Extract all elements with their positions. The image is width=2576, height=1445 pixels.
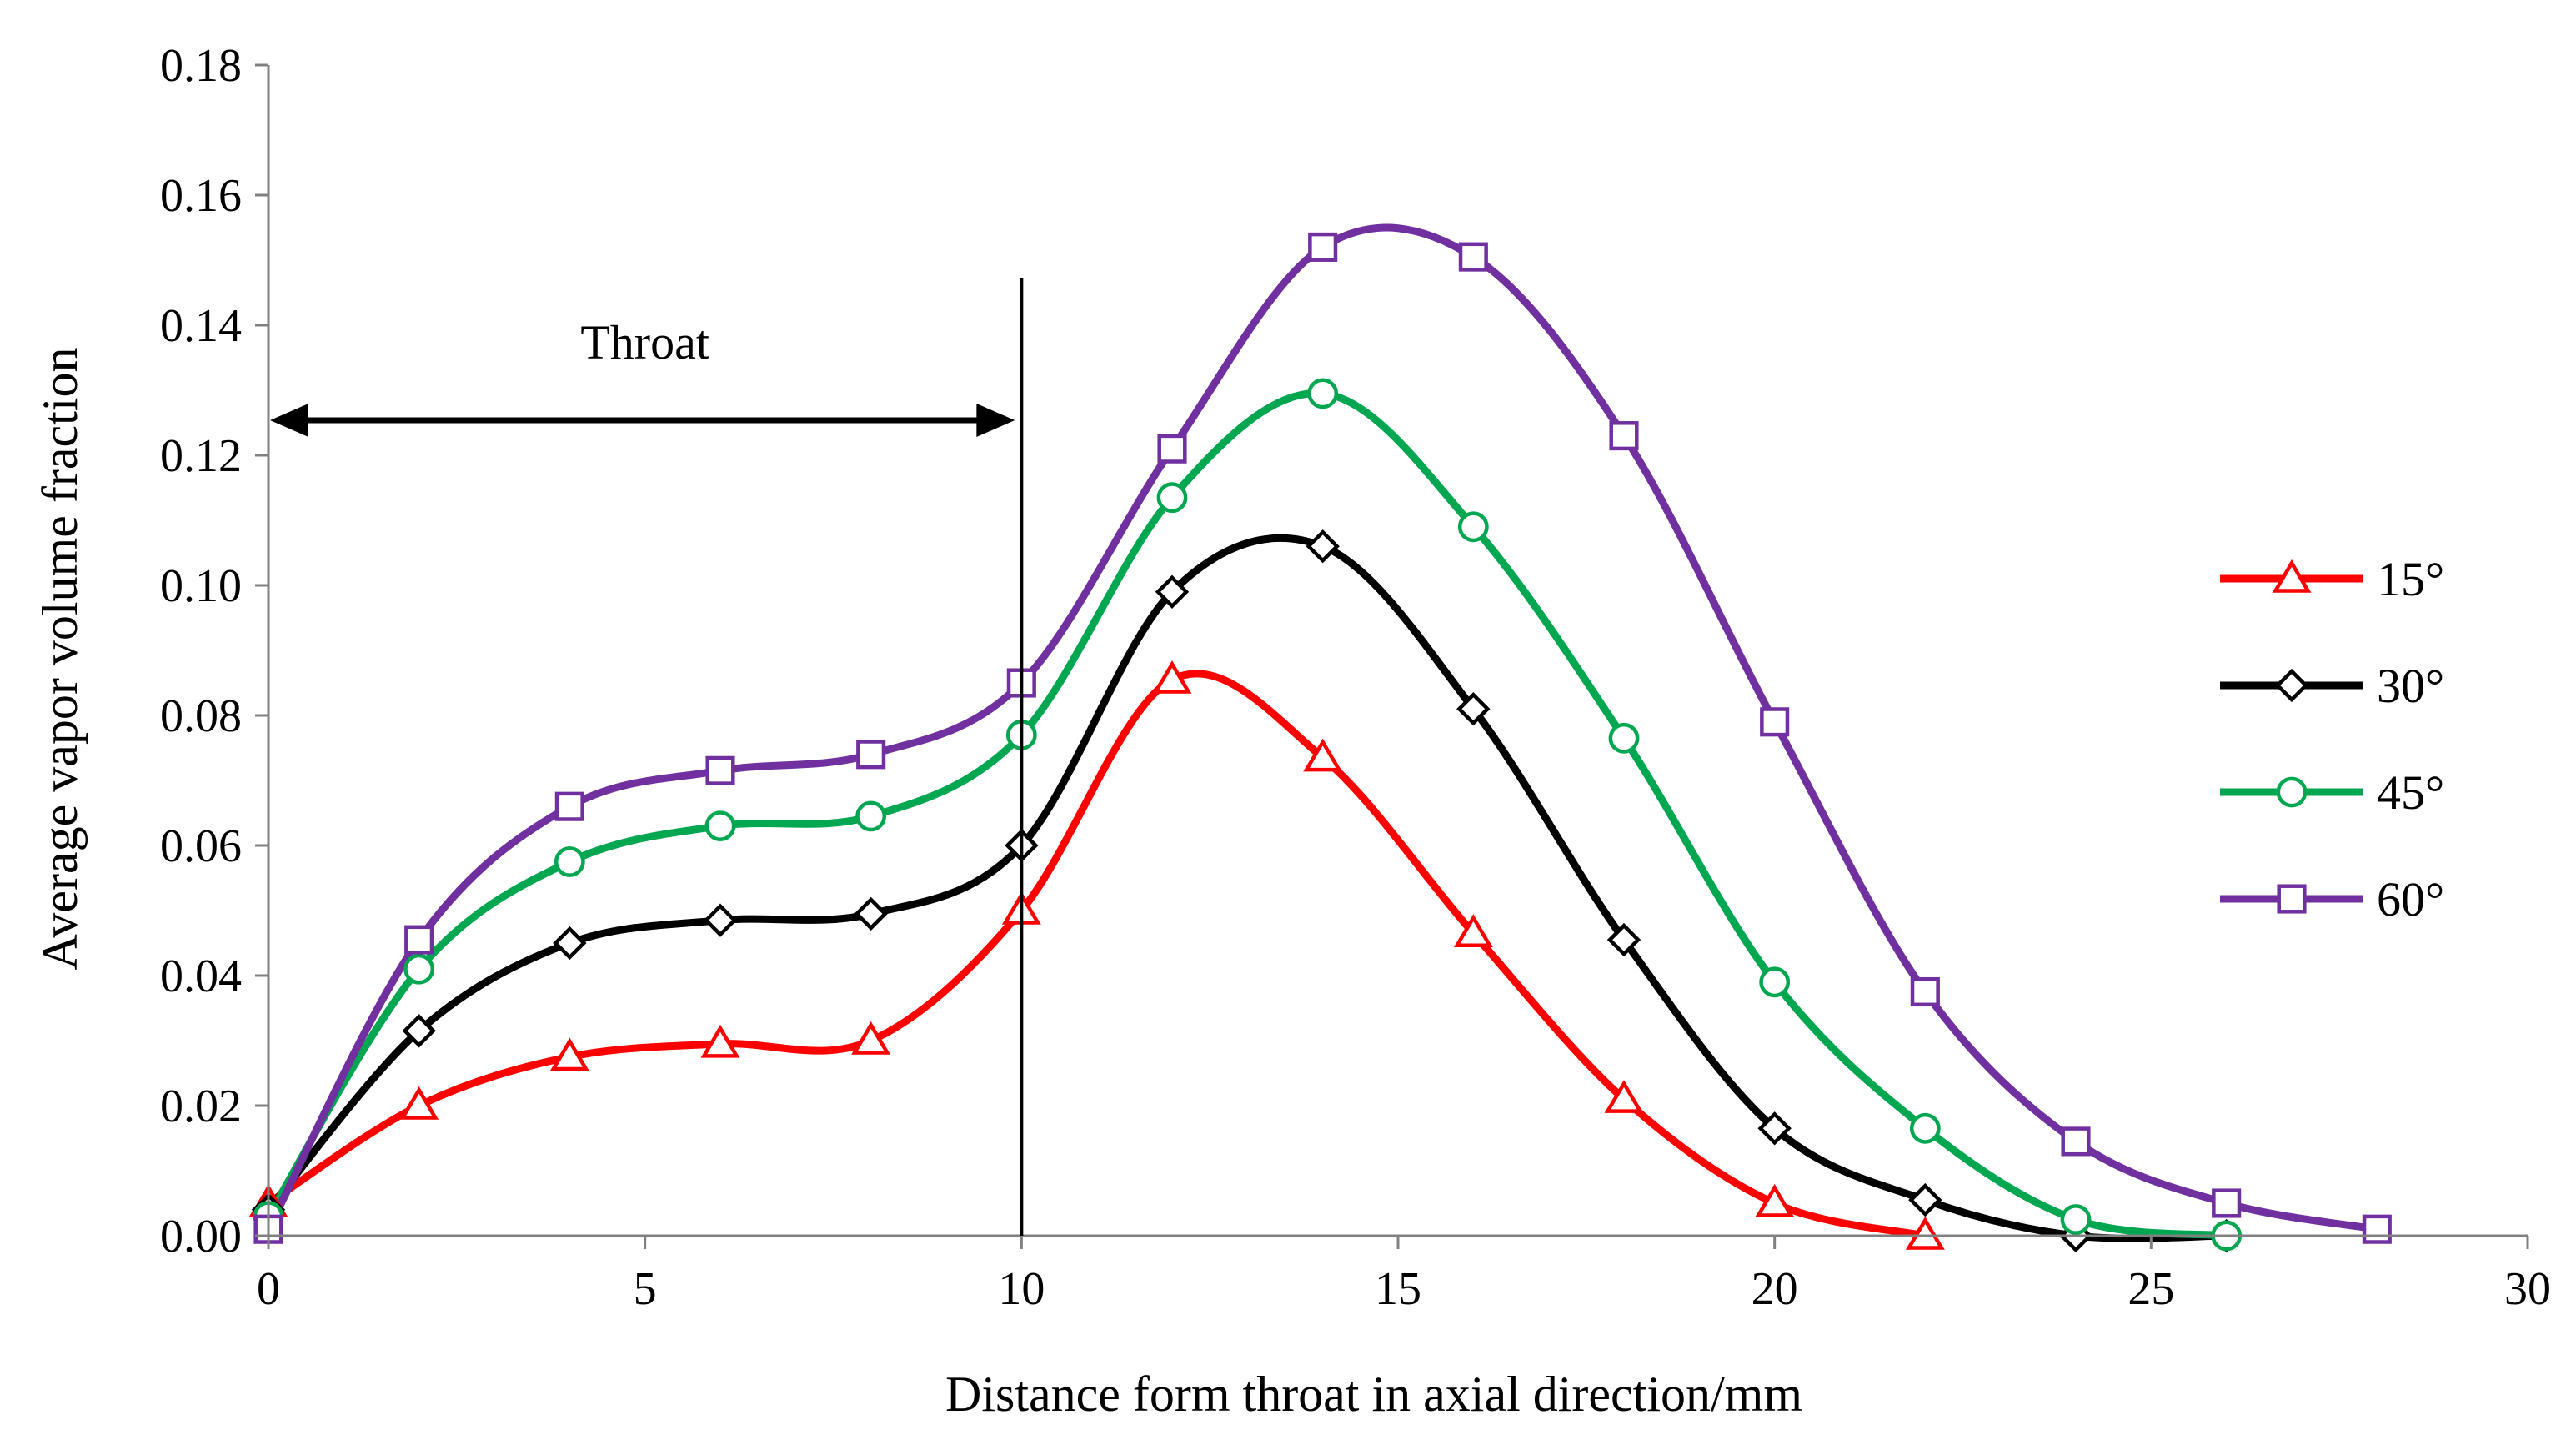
data-point-marker <box>554 791 584 821</box>
data-point-marker <box>1306 529 1340 564</box>
legend-marker-2 <box>2276 776 2308 808</box>
data-point-marker <box>854 896 888 931</box>
data-point-marker <box>1156 482 1188 514</box>
data-point-marker <box>855 800 887 832</box>
data-point-marker <box>705 755 735 785</box>
data-point-marker <box>1759 966 1791 998</box>
y-tick-label: 0.04 <box>160 951 242 1002</box>
data-point-marker <box>851 1021 891 1055</box>
legend-marker-3 <box>2277 884 2307 914</box>
x-tick-label: 0 <box>257 1263 280 1315</box>
y-tick-label: 0.16 <box>160 170 242 222</box>
legend-label-3: 60° <box>2377 872 2444 926</box>
data-point-marker <box>856 740 886 770</box>
data-point-marker <box>1910 976 1940 1007</box>
y-tick-label: 0.10 <box>160 560 242 612</box>
data-point-marker <box>1458 242 1488 272</box>
data-point-marker <box>1453 914 1493 947</box>
data-point-marker <box>1155 574 1190 609</box>
legend-marker-0 <box>2272 559 2312 593</box>
data-point-marker <box>2362 1214 2392 1244</box>
data-point-marker <box>1152 660 1192 694</box>
data-point-marker <box>399 1086 439 1120</box>
data-point-marker <box>1604 1080 1644 1113</box>
x-tick-label: 15 <box>1375 1263 1421 1315</box>
data-point-marker <box>1608 722 1640 754</box>
data-point-marker <box>2060 1204 2092 1235</box>
legend-marker-1 <box>2274 668 2309 703</box>
data-point-marker <box>704 810 736 841</box>
x-tick-label: 10 <box>998 1263 1045 1315</box>
data-point-marker <box>1609 421 1639 451</box>
data-point-marker <box>1908 1182 1942 1217</box>
data-point-marker <box>554 846 585 877</box>
series-line-3 <box>264 223 2381 1233</box>
data-point-marker <box>1760 707 1790 737</box>
x-tick-label: 25 <box>2127 1263 2174 1315</box>
y-tick-label: 0.14 <box>160 300 242 352</box>
legend-label-2: 45° <box>2377 765 2444 820</box>
data-point-marker <box>1606 922 1641 957</box>
x-tick-label: 5 <box>634 1263 657 1315</box>
data-point-marker <box>703 903 738 937</box>
data-point-marker <box>549 1037 589 1071</box>
y-tick-label: 0.08 <box>160 690 242 742</box>
throat-label: Throat <box>580 315 709 369</box>
y-tick-label: 0.06 <box>160 820 242 872</box>
legend-label-0: 15° <box>2377 552 2444 606</box>
data-point-marker <box>1157 434 1187 464</box>
throat-arrow-left-head <box>270 404 308 437</box>
data-point-marker <box>2061 1126 2091 1157</box>
data-point-marker <box>553 926 587 961</box>
series-line-1 <box>264 534 2231 1242</box>
y-tick-label: 0.02 <box>160 1081 242 1132</box>
data-point-marker <box>1307 378 1339 409</box>
x-axis-title: Distance form throat in axial direction/… <box>945 1367 1802 1422</box>
data-point-marker <box>1755 1183 1795 1217</box>
data-point-marker <box>700 1024 740 1058</box>
data-point-marker <box>403 953 435 985</box>
y-axis-title: Average vapor volume fraction <box>33 348 88 971</box>
y-tick-label: 0.18 <box>160 40 242 92</box>
throat-arrow-right-head <box>976 404 1015 437</box>
data-point-marker <box>404 925 434 955</box>
series-line-0 <box>264 670 1929 1240</box>
legend-label-1: 30° <box>2377 659 2444 713</box>
data-point-marker <box>1308 232 1338 262</box>
data-point-marker <box>2212 1188 2242 1218</box>
data-point-marker <box>1303 738 1343 772</box>
data-point-marker <box>1457 511 1489 543</box>
x-tick-label: 20 <box>1752 1263 1798 1315</box>
data-point-marker <box>1757 1111 1792 1146</box>
data-point-marker <box>1456 692 1491 726</box>
data-point-marker <box>1905 1216 1945 1250</box>
y-tick-label: 0.00 <box>160 1211 242 1262</box>
x-tick-label: 30 <box>2504 1263 2551 1315</box>
data-point-marker <box>1909 1112 1941 1144</box>
data-point-marker <box>402 1014 436 1048</box>
y-tick-label: 0.12 <box>160 430 242 482</box>
